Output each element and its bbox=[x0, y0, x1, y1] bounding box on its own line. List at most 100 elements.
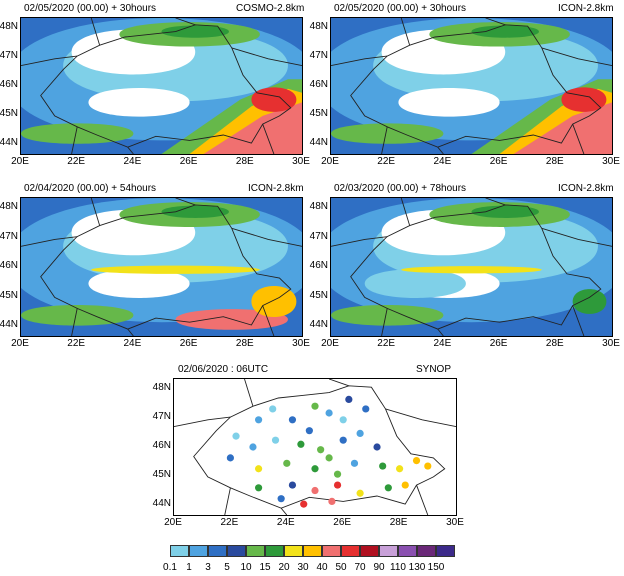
colorbar-swatch bbox=[284, 545, 303, 557]
synop-station-marker bbox=[271, 436, 280, 444]
lat-tick-label: 44N bbox=[0, 137, 18, 148]
lon-tick-label: 20E bbox=[11, 156, 29, 167]
lat-tick-label: 47N bbox=[309, 50, 328, 61]
colorbar-label: 20 bbox=[278, 562, 290, 573]
lon-tick-label: 22E bbox=[67, 338, 86, 349]
colorbar-label: 1 bbox=[186, 562, 192, 573]
synop-station-marker bbox=[311, 465, 319, 473]
country-borders bbox=[174, 379, 456, 515]
lon-tick-label: 26E bbox=[179, 156, 198, 167]
synop-station-marker bbox=[333, 470, 342, 478]
panel-title-date: 02/04/2020 (00.00) + 54hours bbox=[24, 183, 157, 194]
lat-tick-label: 45N bbox=[309, 289, 328, 301]
lon-tick-label: 26E bbox=[489, 338, 508, 349]
precip-field bbox=[513, 102, 612, 154]
lon-tick-label: 30E bbox=[602, 338, 620, 349]
lon-tick-label: 26E bbox=[489, 156, 508, 167]
synop-station-marker bbox=[255, 484, 263, 492]
colorbar-label: 150 bbox=[427, 562, 445, 573]
lon-tick-label: 28E bbox=[235, 156, 254, 167]
panel-title-model: COSMO-2.8km bbox=[236, 3, 305, 14]
panel-title-source: SYNOP bbox=[416, 364, 452, 375]
synop-station-marker bbox=[311, 486, 319, 495]
panel-title-date: 02/06/2020 : 06UTC bbox=[178, 364, 269, 375]
lon-tick-label: 24E bbox=[433, 156, 452, 167]
lat-tick-label: 48N bbox=[0, 201, 18, 212]
lon-tick-label: 20E bbox=[321, 338, 339, 349]
lat-tick-label: 44N bbox=[309, 319, 328, 330]
synop-station-marker bbox=[384, 484, 392, 492]
synop-station-marker bbox=[277, 495, 285, 503]
lat-tick-label: 47N bbox=[309, 230, 328, 242]
dry-area bbox=[88, 88, 190, 117]
lat-tick-label: 44N bbox=[0, 319, 18, 330]
lat-tick-label: 46N bbox=[309, 79, 328, 90]
synop-station-marker bbox=[283, 459, 291, 467]
lon-tick-label: 20E bbox=[321, 156, 339, 167]
synop-station-marker bbox=[345, 395, 353, 403]
lat-tick-label: 45N bbox=[309, 108, 328, 119]
panel-title-model: ICON-2.8km bbox=[558, 183, 614, 194]
lat-tick-label: 45N bbox=[0, 289, 18, 301]
synop-station-marker bbox=[328, 497, 336, 505]
country-borders bbox=[331, 18, 612, 154]
synop-station-marker bbox=[305, 427, 313, 435]
precip-field bbox=[251, 285, 297, 318]
synop-station-marker bbox=[339, 436, 347, 444]
lon-tick-label: 20E bbox=[11, 338, 29, 349]
synop-station-marker bbox=[356, 429, 364, 437]
lon-tick-label: 20E bbox=[164, 517, 182, 528]
panel-title-date: 02/03/2020 (00.00) + 78hours bbox=[334, 183, 467, 194]
colorbar-swatch bbox=[436, 545, 455, 557]
colorbar-label: 50 bbox=[335, 562, 347, 573]
lon-tick-label: 22E bbox=[377, 156, 396, 167]
colorbar-label: 130 bbox=[408, 562, 426, 573]
lon-tick-label: 28E bbox=[235, 338, 254, 349]
lon-tick-label: 28E bbox=[389, 517, 408, 528]
synop-station-marker bbox=[249, 443, 257, 451]
colorbar-label: 110 bbox=[390, 562, 406, 573]
precip-map bbox=[20, 197, 303, 337]
lon-tick-label: 24E bbox=[433, 338, 452, 349]
synop-station-marker bbox=[288, 481, 297, 489]
lon-tick-label: 28E bbox=[545, 156, 564, 167]
lat-tick-label: 47N bbox=[152, 411, 171, 422]
lon-tick-label: 26E bbox=[179, 338, 198, 349]
colorbar-label: 3 bbox=[205, 562, 211, 573]
precip-field bbox=[471, 25, 539, 38]
country-borders bbox=[21, 198, 302, 336]
colorbar-label: 70 bbox=[354, 562, 366, 573]
colorbar-label: 5 bbox=[224, 562, 230, 573]
lon-tick-label: 30E bbox=[602, 156, 620, 167]
lon-tick-label: 30E bbox=[446, 517, 464, 528]
colorbar-label: 0.1 bbox=[163, 562, 177, 573]
lat-tick-label: 46N bbox=[309, 260, 328, 271]
synop-station-marker bbox=[311, 402, 319, 410]
panel-title-date: 02/05/2020 (00.00) + 30hours bbox=[334, 3, 467, 14]
synop-station-marker bbox=[350, 459, 359, 467]
precip-map bbox=[330, 197, 613, 337]
lon-tick-label: 22E bbox=[377, 338, 396, 349]
synop-station-marker bbox=[317, 446, 325, 454]
lat-tick-label: 46N bbox=[0, 79, 18, 90]
lat-tick-label: 44N bbox=[152, 498, 171, 509]
lat-tick-label: 48N bbox=[309, 201, 328, 212]
colorbar-swatch bbox=[322, 545, 341, 557]
colorbar-swatch bbox=[227, 545, 246, 557]
precip-field bbox=[401, 266, 542, 274]
panel-title-model: ICON-2.8km bbox=[558, 3, 614, 14]
colorbar-swatch bbox=[246, 545, 265, 557]
lon-tick-label: 22E bbox=[67, 156, 86, 167]
synop-station-marker bbox=[339, 416, 347, 424]
synop-station-marker bbox=[373, 443, 381, 451]
precip-field bbox=[203, 102, 302, 154]
precip-field bbox=[161, 205, 229, 219]
lon-tick-label: 30E bbox=[292, 338, 310, 349]
lon-tick-label: 24E bbox=[276, 517, 295, 528]
synop-station-marker bbox=[401, 481, 409, 489]
synop-station-marker bbox=[396, 465, 404, 473]
colorbar-swatch bbox=[208, 545, 227, 557]
synop-station-marker bbox=[297, 440, 305, 448]
synop-station-marker bbox=[255, 416, 263, 424]
lat-tick-label: 45N bbox=[152, 469, 171, 480]
